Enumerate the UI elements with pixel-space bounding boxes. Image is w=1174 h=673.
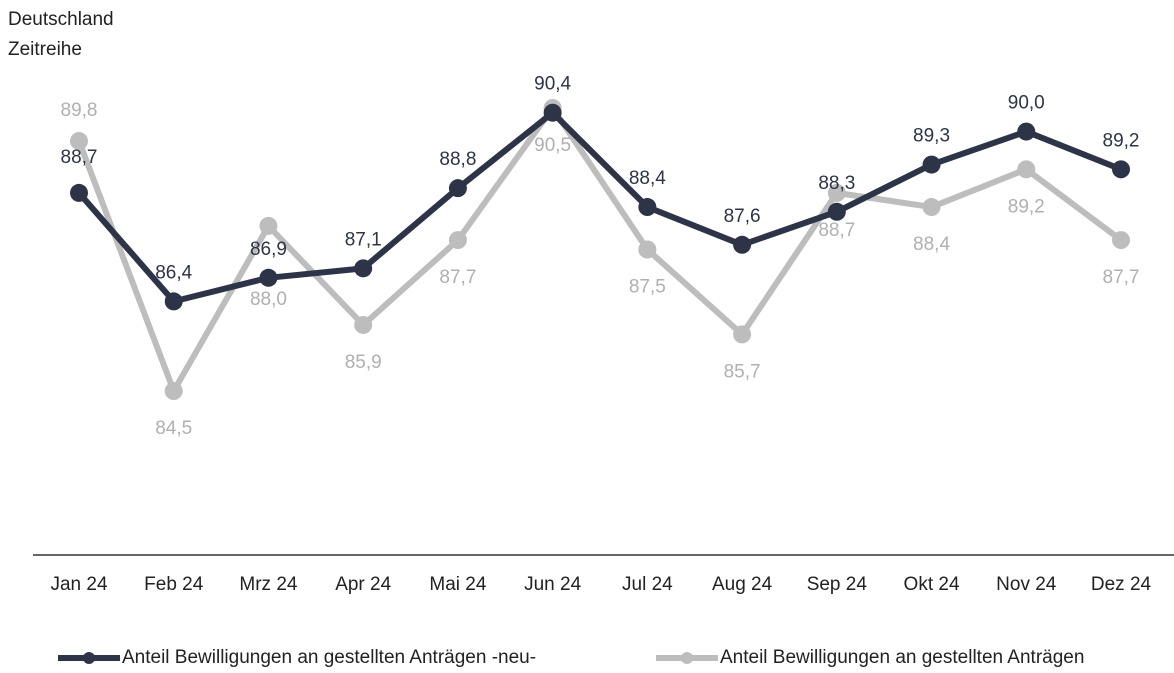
x-tick-label: Dez 24 bbox=[1091, 574, 1152, 595]
data-point bbox=[827, 202, 846, 221]
series-line bbox=[76, 105, 1123, 394]
series-line bbox=[76, 109, 1123, 305]
chart-subtitle: Zeitreihe bbox=[8, 39, 82, 60]
x-tick-label: Jul 24 bbox=[622, 574, 673, 595]
data-point bbox=[448, 231, 467, 250]
data-point bbox=[448, 179, 467, 198]
data-label: 88,7 bbox=[61, 147, 98, 168]
data-label: 88,4 bbox=[913, 234, 950, 255]
legend-label: Anteil Bewilligungen an gestellten Anträ… bbox=[122, 647, 536, 668]
data-point bbox=[164, 292, 183, 311]
data-point bbox=[922, 198, 941, 217]
data-label: 87,7 bbox=[1103, 267, 1140, 288]
data-point bbox=[259, 268, 278, 287]
chart-title: Deutschland bbox=[8, 9, 114, 30]
x-tick-label: Jan 24 bbox=[50, 574, 107, 595]
data-point bbox=[1017, 122, 1036, 141]
data-label: 88,0 bbox=[250, 289, 287, 310]
data-label: 89,3 bbox=[913, 126, 950, 147]
data-point bbox=[354, 259, 373, 278]
data-point bbox=[543, 103, 562, 122]
data-label: 84,5 bbox=[155, 418, 192, 439]
x-tick-label: Nov 24 bbox=[996, 574, 1057, 595]
data-point bbox=[827, 183, 846, 202]
data-label: 88,7 bbox=[818, 220, 855, 241]
data-point bbox=[1112, 160, 1130, 179]
data-label: 87,6 bbox=[724, 206, 761, 227]
x-tick-label: Feb 24 bbox=[144, 574, 204, 595]
legend-marker bbox=[681, 652, 693, 664]
x-tick-label: Mrz 24 bbox=[239, 574, 298, 595]
x-tick-label: Aug 24 bbox=[712, 574, 773, 595]
data-point bbox=[1112, 231, 1130, 250]
data-label: 85,7 bbox=[724, 361, 761, 382]
data-label: 88,8 bbox=[439, 149, 476, 170]
data-point bbox=[70, 183, 88, 202]
x-tick-label: Mai 24 bbox=[429, 574, 486, 595]
data-point bbox=[1017, 160, 1036, 179]
data-point bbox=[733, 235, 752, 254]
data-label: 87,7 bbox=[439, 267, 476, 288]
data-label: 86,9 bbox=[250, 239, 287, 260]
data-label: 90,0 bbox=[1008, 93, 1045, 114]
data-point bbox=[354, 315, 373, 334]
x-tick-label: Sep 24 bbox=[807, 574, 868, 595]
x-tick-label: Okt 24 bbox=[904, 574, 960, 595]
legend-label: Anteil Bewilligungen an gestellten Anträ… bbox=[720, 647, 1084, 668]
data-label: 89,2 bbox=[1103, 130, 1140, 151]
data-point bbox=[638, 240, 657, 259]
data-point bbox=[70, 132, 88, 151]
data-label: 89,8 bbox=[61, 100, 98, 121]
data-label: 89,2 bbox=[1008, 196, 1045, 217]
data-label: 86,4 bbox=[155, 262, 192, 283]
data-label: 85,9 bbox=[345, 352, 382, 373]
data-label: 90,4 bbox=[534, 74, 571, 95]
data-point bbox=[733, 325, 752, 344]
x-tick-label: Apr 24 bbox=[335, 574, 391, 595]
data-label: 88,3 bbox=[818, 173, 855, 194]
data-point bbox=[164, 382, 183, 400]
data-label: 90,5 bbox=[534, 135, 571, 156]
data-label: 87,1 bbox=[345, 229, 382, 250]
legend-marker bbox=[83, 652, 95, 664]
data-label: 88,4 bbox=[629, 168, 666, 189]
data-label: 87,5 bbox=[629, 277, 666, 298]
x-tick-label: Jun 24 bbox=[524, 574, 581, 595]
data-point bbox=[922, 155, 941, 174]
data-point bbox=[638, 198, 657, 217]
data-point bbox=[259, 216, 278, 235]
